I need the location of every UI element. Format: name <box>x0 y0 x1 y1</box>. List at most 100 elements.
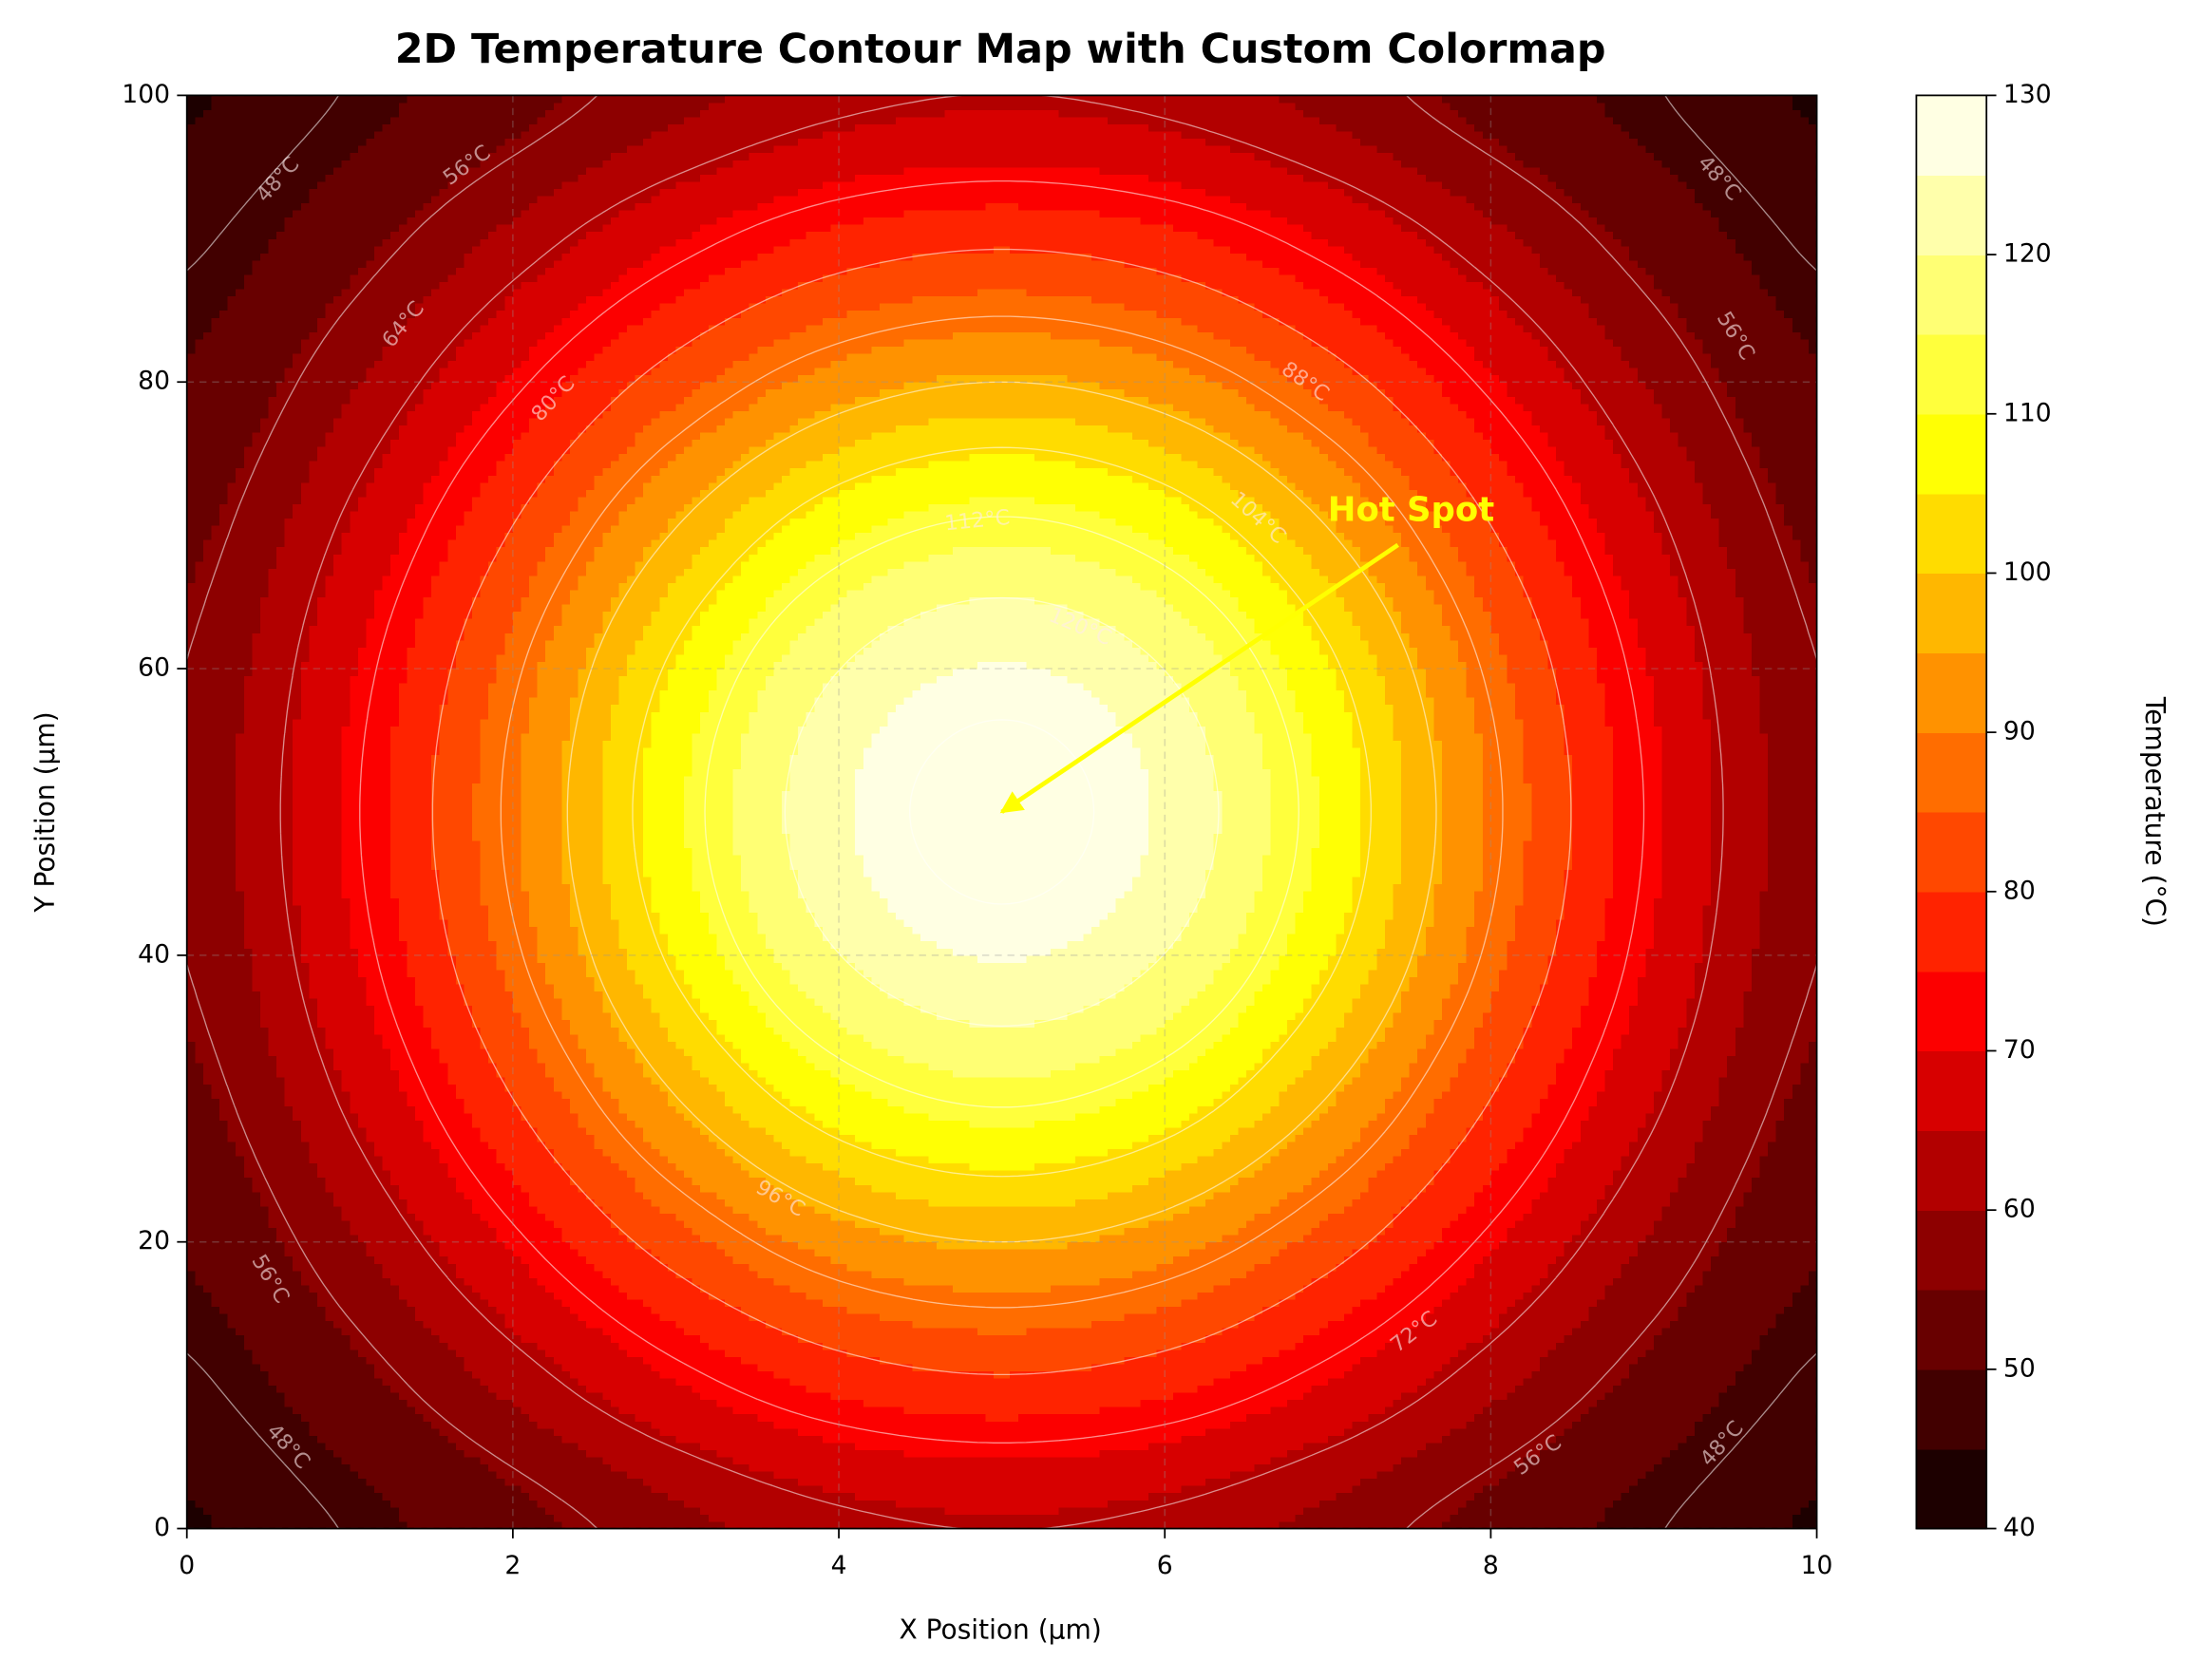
contour-band-cell <box>1653 897 1712 906</box>
contour-band-cell <box>357 267 457 275</box>
contour-band-cell <box>716 1399 864 1407</box>
contour-band-cell <box>259 596 318 605</box>
contour-band-cell <box>1759 710 1817 720</box>
contour-band-cell <box>545 653 587 662</box>
contour-band-cell <box>357 503 416 512</box>
contour-band-cell <box>325 302 416 311</box>
contour-band-cell <box>1564 1248 1639 1257</box>
contour-band-cell <box>1327 1270 1402 1278</box>
contour-band-cell <box>635 646 685 655</box>
contour-band-cell <box>1213 330 1304 340</box>
contour-band-cell <box>186 661 254 670</box>
contour-band-cell <box>186 1104 220 1114</box>
contour-band-cell <box>1165 1169 1256 1179</box>
contour-band-cell <box>186 1341 245 1350</box>
contour-band-cell <box>480 481 539 490</box>
contour-band-cell <box>1319 567 1370 576</box>
contour-band-cell <box>300 912 351 920</box>
contour-band-cell <box>316 1005 375 1013</box>
contour-band-cell <box>1319 288 1402 297</box>
contour-band-cell <box>357 381 432 390</box>
contour-band-cell <box>1637 1478 1817 1486</box>
contour-band-cell <box>651 1198 726 1207</box>
contour-band-cell <box>186 532 213 540</box>
contour-band-cell <box>741 1306 848 1314</box>
contour-band-cell <box>350 388 425 397</box>
contour-band-cell <box>341 1456 482 1465</box>
contour-band-cell <box>186 668 254 677</box>
contour-band-cell <box>1678 302 1777 311</box>
contour-band-cell <box>1653 1098 1720 1106</box>
contour-band-cell <box>610 403 677 411</box>
contour-band-cell <box>1686 1162 1761 1171</box>
contour-band-cell <box>186 1292 213 1300</box>
contour-band-cell <box>1360 847 1402 856</box>
contour-band-cell <box>284 217 408 225</box>
contour-band-cell <box>447 1076 506 1085</box>
contour-band-cell <box>186 1055 197 1064</box>
contour-band-cell <box>732 768 791 777</box>
contour-band-cell <box>1613 567 1672 576</box>
contour-band-cell <box>252 961 311 971</box>
contour-band-cell <box>1238 933 1288 942</box>
contour-band-cell <box>561 1162 620 1171</box>
contour-band-cell <box>1172 1391 1304 1401</box>
contour-band-cell <box>471 1370 571 1379</box>
contour-band-cell <box>186 1098 220 1106</box>
contour-band-cell <box>1172 675 1240 684</box>
contour-band-cell <box>252 1177 327 1185</box>
contour-band-cell <box>545 639 596 648</box>
contour-band-cell <box>1645 646 1696 655</box>
contour-band-cell <box>814 912 897 920</box>
contour-band-cell <box>243 897 294 906</box>
contour-band-cell <box>259 991 311 999</box>
contour-band-cell <box>300 926 351 934</box>
contour-band-cell <box>1425 926 1468 934</box>
contour-band-cell <box>830 1391 1174 1401</box>
contour-band-cell <box>1131 976 1215 985</box>
contour-band-cell <box>1711 840 1769 849</box>
contour-band-cell <box>1441 381 1508 390</box>
contour-band-cell <box>1148 481 1231 490</box>
contour-band-cell <box>1286 425 1362 433</box>
contour-band-cell <box>252 947 302 956</box>
contour-band-cell <box>1067 1011 1174 1021</box>
contour-band-cell <box>1311 1227 1386 1236</box>
contour-band-cell <box>1482 797 1533 805</box>
contour-band-cell <box>1653 689 1704 698</box>
contour-band-cell <box>1450 1084 1500 1092</box>
contour-band-cell <box>1393 403 1459 411</box>
contour-band-cell <box>521 775 563 784</box>
contour-band-cell <box>1108 704 1190 712</box>
contour-band-cell <box>1213 754 1264 763</box>
contour-band-cell <box>211 1520 408 1529</box>
contour-band-cell <box>1229 1276 1313 1286</box>
contour-band-cell <box>1686 324 1793 332</box>
contour-band-cell <box>1205 746 1264 756</box>
contour-band-cell <box>1074 417 1207 425</box>
contour-band-cell <box>1604 689 1655 698</box>
contour-band-cell <box>610 718 653 727</box>
contour-band-cell <box>488 1048 539 1056</box>
contour-band-cell <box>586 969 636 977</box>
contour-band-cell <box>1197 991 1256 999</box>
contour-band-cell <box>1401 754 1443 763</box>
contour-band-cell <box>667 123 857 132</box>
contour-band-cell <box>431 775 482 784</box>
contour-band-cell <box>855 840 1149 849</box>
contour-band-cell <box>765 1320 914 1329</box>
contour-band-cell <box>839 1126 1166 1135</box>
contour-band-cell <box>504 538 555 548</box>
contour-band-cell <box>252 439 327 447</box>
contour-band-cell <box>1792 532 1817 540</box>
contour-band-cell <box>1295 538 1354 548</box>
contour-band-cell <box>186 1449 335 1458</box>
contour-band-cell <box>455 352 530 362</box>
contour-band-cell <box>749 997 816 1007</box>
contour-band-cell <box>341 847 392 856</box>
contour-band-cell <box>626 653 677 662</box>
contour-band-cell <box>1694 961 1753 971</box>
contour-band-cell <box>1564 704 1606 712</box>
contour-band-cell <box>219 518 286 526</box>
